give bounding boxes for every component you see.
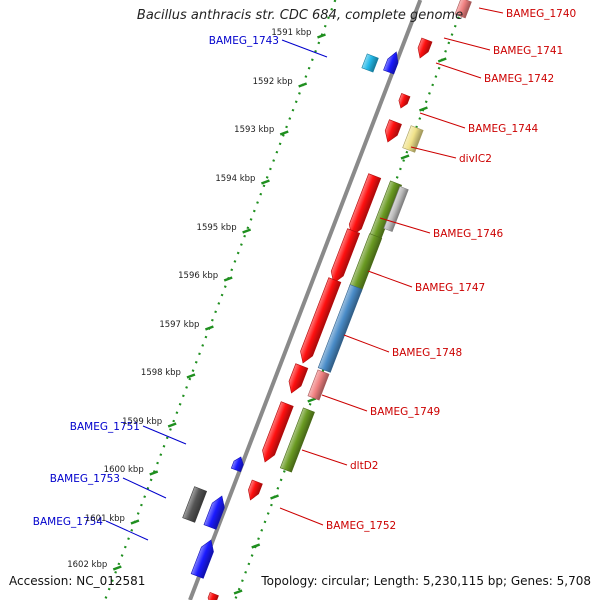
label-leader-line bbox=[435, 62, 482, 79]
label-leader-line bbox=[281, 39, 328, 58]
scale-label: 1595 kbp bbox=[197, 223, 237, 233]
label-leader-line bbox=[105, 520, 149, 541]
scale-tick bbox=[260, 179, 270, 185]
gene-red-arrow bbox=[330, 228, 361, 284]
gene-red-arrow bbox=[300, 277, 342, 364]
scale-tick bbox=[186, 373, 196, 379]
gene-blue-arrow bbox=[190, 539, 214, 579]
scale-label: 1591 kbp bbox=[271, 28, 311, 38]
scale-tick bbox=[437, 57, 447, 63]
scale-label: 1598 kbp bbox=[141, 368, 181, 378]
scale-tick bbox=[149, 470, 159, 476]
gene-blue-arrow bbox=[383, 51, 399, 75]
gene-red-arrow bbox=[262, 401, 294, 463]
gene-pink-arrow bbox=[454, 0, 472, 19]
label-leader-line bbox=[301, 449, 348, 466]
scale-tick bbox=[204, 325, 214, 331]
scale-tick bbox=[242, 228, 252, 234]
feature-label[interactable]: BAMEG_1744 bbox=[468, 123, 539, 135]
label-leader-line bbox=[379, 217, 431, 234]
feature-label[interactable]: BAMEG_1740 bbox=[506, 8, 576, 20]
label-leader-line bbox=[122, 477, 167, 499]
label-leader-line bbox=[478, 7, 504, 14]
scale-label: 1602 kbp bbox=[67, 560, 107, 570]
gene-olive-arrow bbox=[279, 407, 315, 473]
label-leaders bbox=[105, 7, 504, 541]
label-leader-line bbox=[343, 334, 390, 353]
scale-label: 1592 kbp bbox=[253, 77, 293, 87]
genome-backbone bbox=[188, 0, 423, 600]
scale-tick bbox=[270, 494, 279, 500]
label-leader-line bbox=[367, 270, 413, 288]
backbone-line bbox=[188, 0, 423, 600]
gene-gray-arrow bbox=[182, 486, 208, 523]
feature-label[interactable]: BAMEG_1747 bbox=[415, 282, 485, 294]
feature-label[interactable]: BAMEG_1751 bbox=[70, 421, 140, 433]
scale-label: 1600 kbp bbox=[104, 465, 144, 475]
scale-tick bbox=[167, 422, 177, 428]
scale-label: 1596 kbp bbox=[178, 271, 218, 281]
feature-label[interactable]: BAMEG_1754 bbox=[33, 516, 104, 528]
label-leader-line bbox=[321, 394, 368, 412]
feature-label[interactable]: BAMEG_1746 bbox=[433, 228, 504, 240]
scale-tick bbox=[400, 154, 410, 160]
gene-cyan-arrow bbox=[361, 53, 379, 73]
gene-yellow-arrow bbox=[402, 125, 424, 153]
gene-red-arrow bbox=[398, 92, 411, 109]
label-leader-line bbox=[443, 37, 491, 51]
label-leader-line bbox=[279, 507, 324, 526]
scale-label: 1593 kbp bbox=[234, 125, 274, 135]
scale-tick bbox=[112, 565, 122, 571]
gene-steelblue-arrow bbox=[317, 284, 363, 373]
scale-label: 1594 kbp bbox=[215, 174, 255, 184]
label-leader-line bbox=[419, 112, 466, 129]
gene-red-arrow bbox=[207, 591, 219, 600]
scale-label: 1599 kbp bbox=[122, 417, 162, 427]
scale-labels: 1591 kbp 1592 kbp 1593 kbp 1594 kbp 1595 kbp… bbox=[67, 28, 311, 570]
scale-tick bbox=[419, 106, 428, 112]
scale-tick bbox=[298, 82, 308, 88]
map-title: Bacillus anthracis str. CDC 684, complet… bbox=[136, 8, 464, 23]
gene-features bbox=[182, 0, 472, 600]
feature-label[interactable]: BAMEG_1742 bbox=[484, 73, 554, 85]
scale-tick bbox=[251, 543, 261, 549]
gene-silver-arrow bbox=[383, 185, 409, 233]
feature-labels: BAMEG_1740 BAMEG_1741 BAMEG_1742 BAMEG_1744… bbox=[33, 8, 576, 532]
gene-red-arrow bbox=[384, 119, 402, 143]
feature-label[interactable]: BAMEG_1743 bbox=[209, 35, 279, 47]
gene-red-arrow bbox=[417, 37, 433, 59]
scale-tick bbox=[233, 589, 243, 595]
feature-label[interactable]: BAMEG_1752 bbox=[326, 520, 396, 532]
scale-tick bbox=[307, 397, 317, 403]
feature-label[interactable]: BAMEG_1748 bbox=[392, 347, 462, 359]
gene-red-arrow bbox=[248, 479, 263, 501]
scale-tick bbox=[130, 519, 140, 525]
scale-tick bbox=[279, 130, 289, 136]
gene-red-arrow bbox=[288, 363, 309, 394]
feature-label[interactable]: divIC2 bbox=[459, 153, 492, 165]
topology-text: Topology: circular; Length: 5,230,115 bp… bbox=[261, 574, 591, 588]
feature-label[interactable]: BAMEG_1753 bbox=[50, 473, 120, 485]
feature-label[interactable]: dltD2 bbox=[350, 460, 378, 472]
accession-text: Accession: NC_012581 bbox=[9, 574, 146, 588]
label-leader-line bbox=[142, 425, 187, 445]
scale-ticks bbox=[112, 33, 447, 595]
label-leader-line bbox=[410, 146, 457, 159]
feature-label[interactable]: BAMEG_1749 bbox=[370, 406, 440, 418]
scale-label: 1601 kbp bbox=[85, 514, 125, 524]
scale-tick bbox=[223, 276, 233, 282]
gene-blue-arrow bbox=[230, 456, 244, 473]
gene-pink-arrow bbox=[307, 369, 330, 401]
scale-tick bbox=[317, 33, 326, 39]
scale-label: 1597 kbp bbox=[159, 320, 199, 330]
feature-label[interactable]: BAMEG_1741 bbox=[493, 45, 563, 57]
gene-blue-arrow bbox=[203, 495, 225, 530]
